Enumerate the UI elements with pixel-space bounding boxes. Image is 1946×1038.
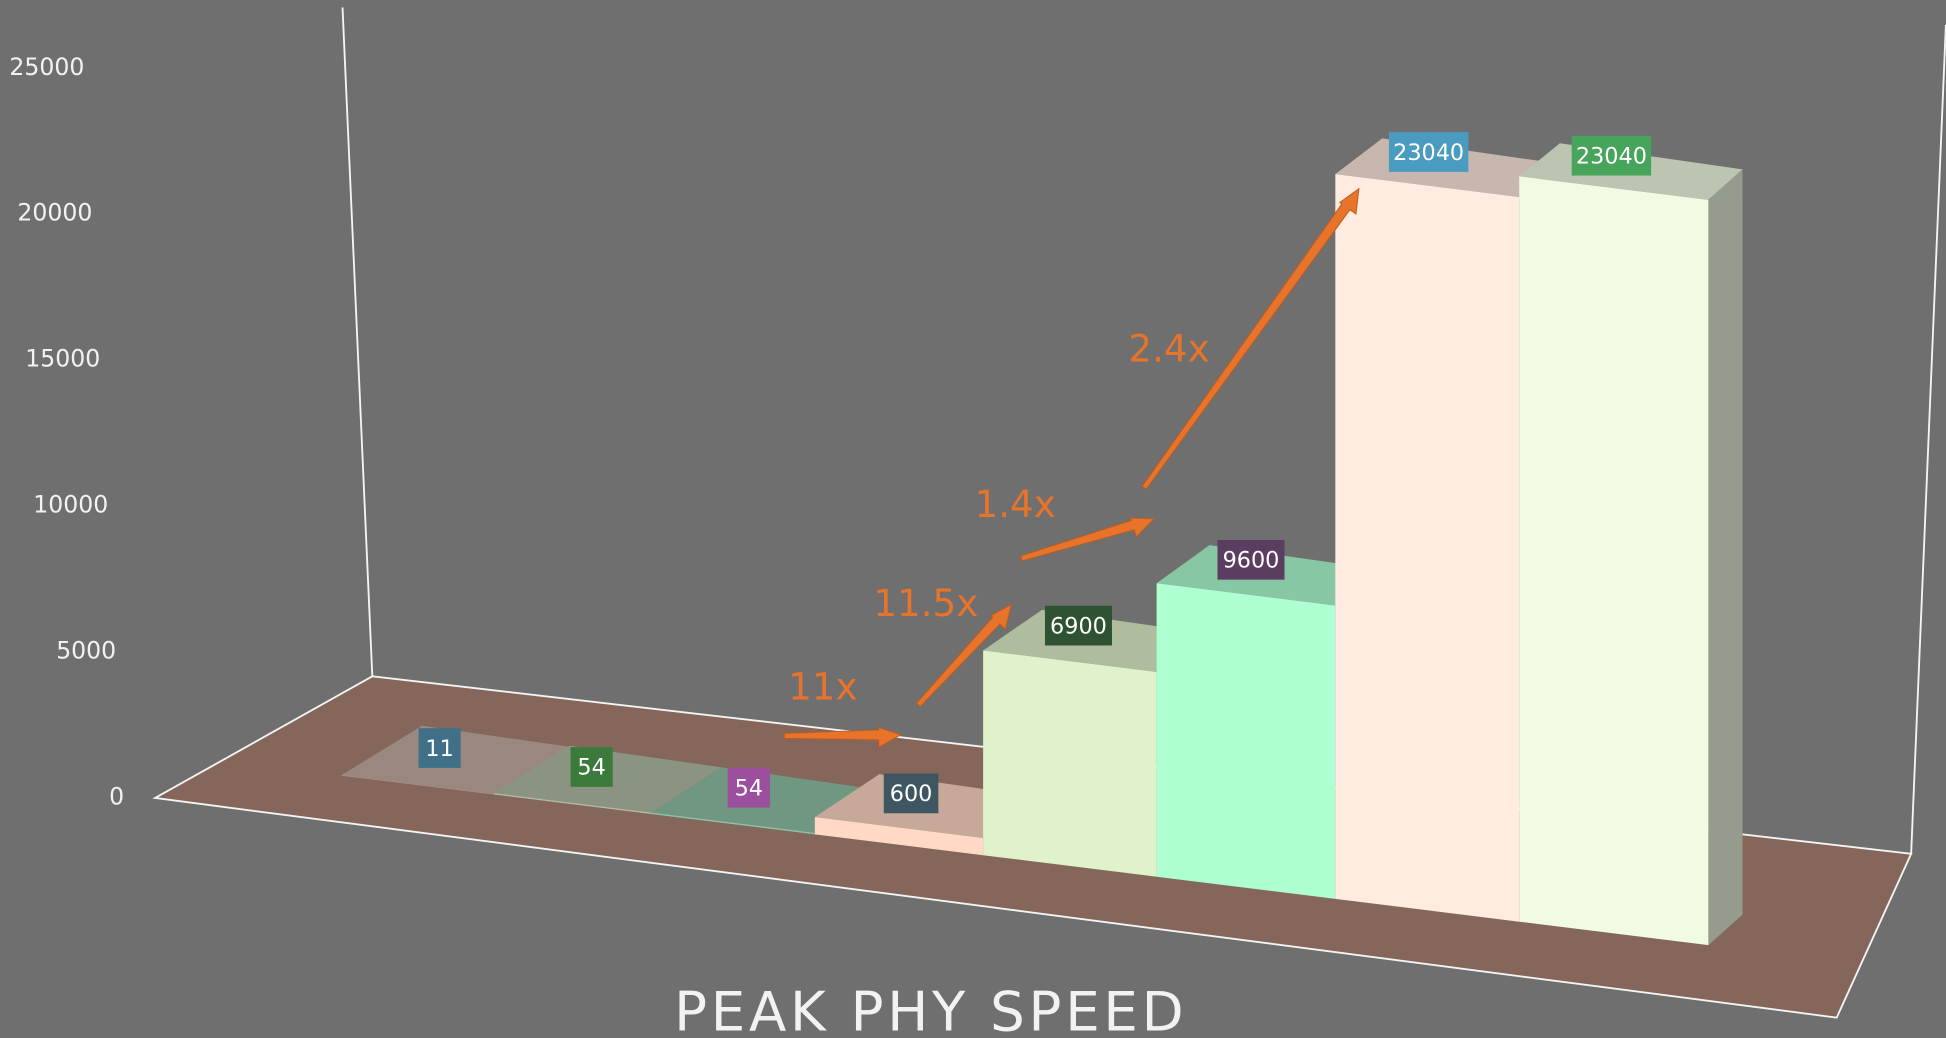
y-tick-label: 5000 <box>56 637 116 665</box>
annotation: 11.5x <box>873 581 978 625</box>
y-tick-label: 0 <box>109 782 124 810</box>
y-tick-label: 20000 <box>17 199 92 227</box>
y-tick-label: 10000 <box>33 491 108 519</box>
data-label-box <box>418 728 461 768</box>
data-label-box <box>1388 132 1469 172</box>
growth-arrow <box>1020 517 1156 562</box>
annotation: 11x <box>788 664 857 708</box>
data-label: 9600 <box>1223 548 1280 574</box>
data-label: 600 <box>890 781 933 807</box>
data-label-box <box>727 767 770 808</box>
annotation: 2.4x <box>1128 327 1209 371</box>
data-label-box <box>883 773 939 814</box>
data-label: 23040 <box>1393 140 1464 166</box>
bar <box>1156 583 1336 899</box>
data-label-box <box>1217 539 1285 580</box>
data-label-box <box>1044 605 1112 646</box>
growth-arrow <box>783 726 903 749</box>
chart-title: PEAK PHY SPEED <box>674 979 1187 1038</box>
bar <box>1519 176 1709 946</box>
bar <box>341 775 494 795</box>
back-axis <box>341 7 374 677</box>
annotation: 1.4x <box>975 482 1056 526</box>
bar <box>651 812 815 835</box>
data-label: 23040 <box>1576 143 1647 169</box>
y-tick-label: 15000 <box>25 345 100 373</box>
bar <box>1335 174 1520 922</box>
data-label: 54 <box>577 755 605 781</box>
data-label: 54 <box>735 775 763 801</box>
bar <box>814 817 984 856</box>
bar <box>493 793 652 815</box>
right-axis <box>1910 24 1946 854</box>
growth-arrow <box>915 603 1013 708</box>
y-tick-label: 25000 <box>9 53 84 81</box>
data-label: 11 <box>425 736 453 762</box>
bar-side <box>1708 169 1743 946</box>
data-label-box <box>570 747 613 787</box>
bar <box>983 650 1157 877</box>
growth-arrow <box>1141 187 1360 490</box>
data-label: 6900 <box>1050 613 1107 639</box>
data-label-box <box>1571 135 1652 176</box>
plot: PEAK PHY SPEED 0 5000 10000 15000 20000 25000… <box>9 7 1946 1038</box>
